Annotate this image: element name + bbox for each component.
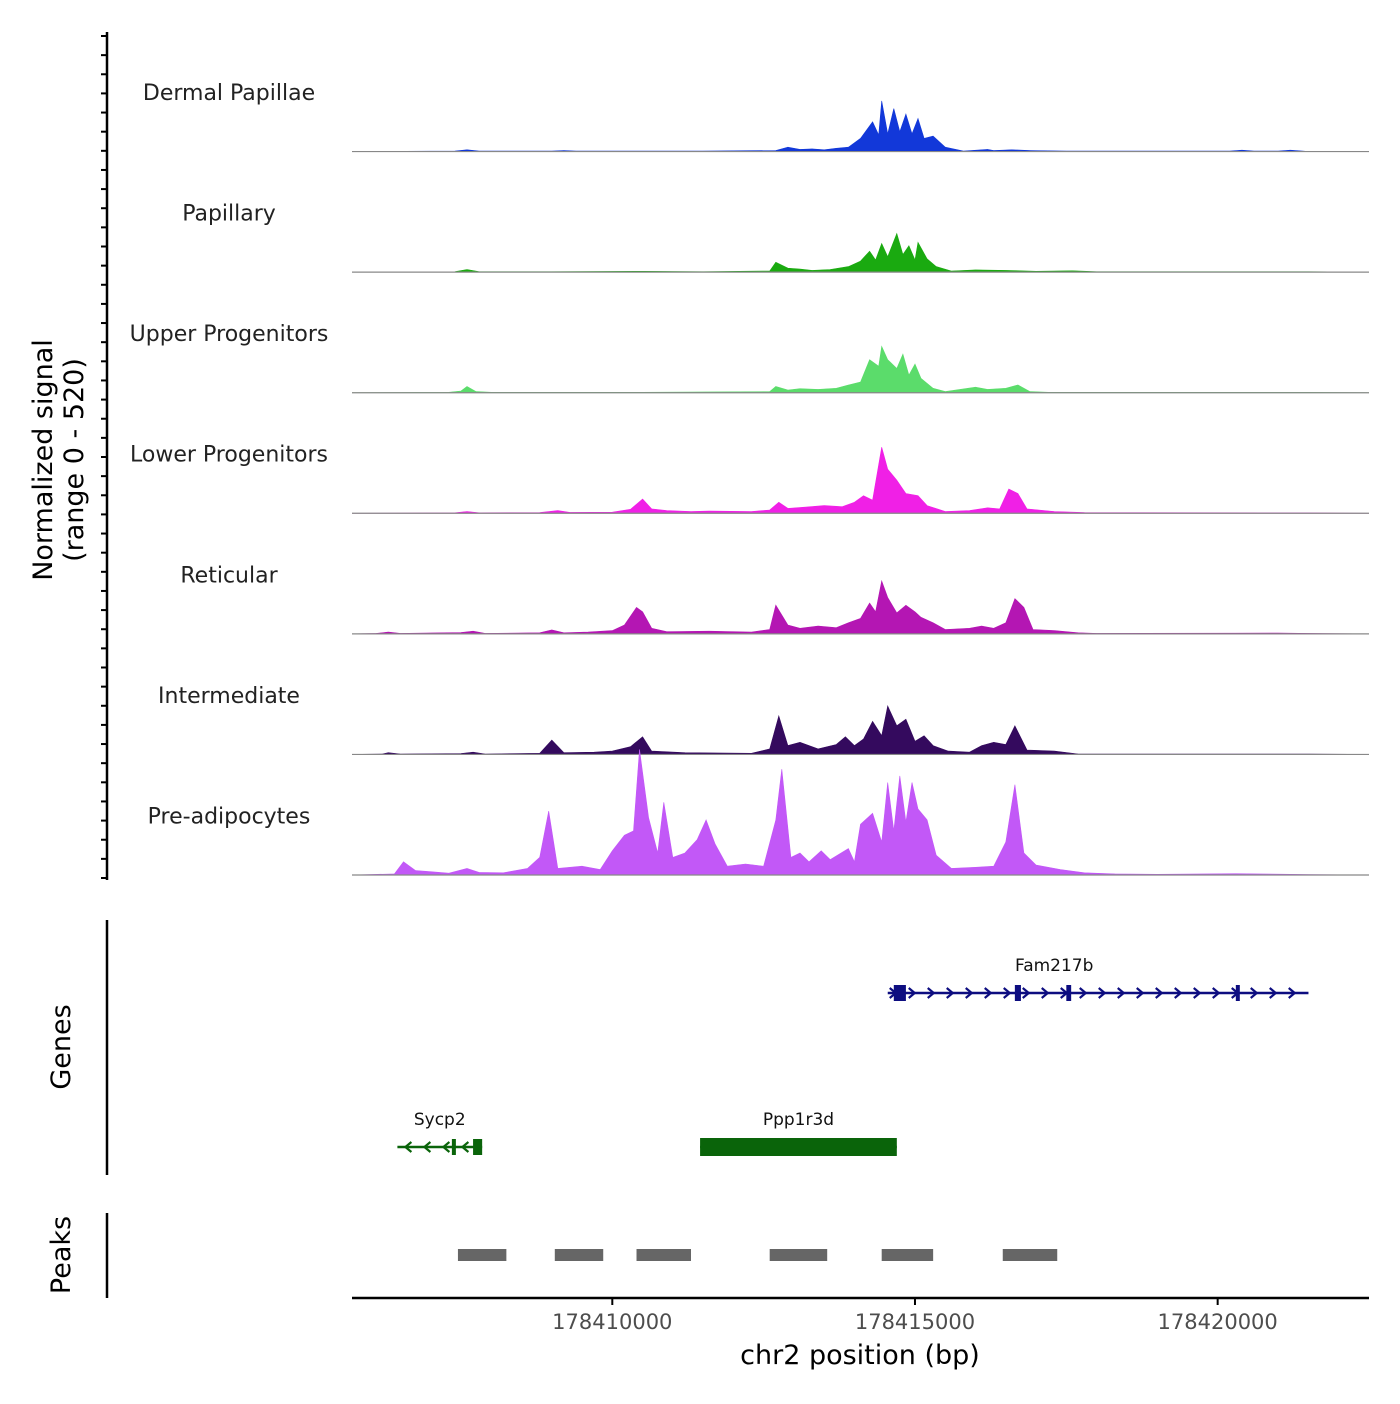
strand-arrow [422,1141,432,1153]
coverage-area-papillary [351,232,1370,273]
peaks-track-label: Peaks [46,1216,77,1294]
strand-arrow [946,987,955,999]
peak [881,1249,934,1261]
track-reticular: Reticular [180,563,1370,635]
strand-arrow [441,1141,451,1153]
strand-arrow [1193,987,1202,999]
track-lower-progenitors: Lower Progenitors [130,443,1370,514]
coverage-tracks: Dermal Papillae Papillary Upper Progenitor… [130,81,1370,876]
peak [554,1249,604,1261]
coverage-y-label-line2: (range 0 - 520) [59,358,90,562]
track-pre-adipocytes: Pre-adipocytes [148,749,1370,876]
peak [1002,1249,1058,1261]
gene-label-sycp2: Sycp2 [414,1110,466,1130]
strand-arrow [927,987,936,999]
strand-arrow [908,987,917,999]
coverage-area-pre-adipocytes [351,749,1370,876]
gene-exon [1066,985,1072,1001]
x-tick-label: 178420000 [1158,1310,1278,1334]
strand-arrow [403,1141,413,1153]
track-label-lower-progenitors: Lower Progenitors [130,443,328,468]
gene-exon [451,1139,456,1155]
strand-arrow [1212,987,1221,999]
gene-fam217b: Fam217b [887,956,1309,1001]
strand-arrow [460,1141,470,1153]
gene-exon [700,1138,897,1156]
track-label-reticular: Reticular [180,563,278,588]
peak-track [457,1249,1058,1261]
coverage-area-dermal-papillae [351,100,1369,152]
gene-exon [1235,985,1240,1001]
track-intermediate: Intermediate [158,684,1370,756]
peak [457,1249,507,1261]
coverage-area-upper-progenitors [351,345,1370,393]
strand-arrow [1250,987,1259,999]
genes-track-label: Genes [46,1004,77,1089]
peak [769,1249,828,1261]
gene-label-ppp1r3d: Ppp1r3d [763,1110,834,1130]
track-label-upper-progenitors: Upper Progenitors [130,322,329,347]
strand-arrow [1155,987,1164,999]
gene-ppp1r3d: Ppp1r3d [700,1110,897,1156]
gene-exon [473,1139,483,1155]
strand-arrow [1098,987,1107,999]
coverage-area-reticular [351,579,1370,635]
strand-arrow [1136,987,1145,999]
strand-arrow [1079,987,1088,999]
strand-arrow [1117,987,1126,999]
track-papillary: Papillary [182,202,1370,273]
strand-arrow [965,987,974,999]
gene-exon [893,985,906,1001]
strand-arrow [1022,987,1031,999]
track-label-papillary: Papillary [182,202,276,227]
track-dermal-papillae: Dermal Papillae [143,81,1369,153]
strand-arrow [1269,987,1278,999]
track-label-dermal-papillae: Dermal Papillae [143,81,315,106]
x-axis-ticks: 178410000 178415000 178420000 [552,1298,1278,1334]
peak [636,1249,691,1261]
track-label-intermediate: Intermediate [158,684,300,709]
gene-label-fam217b: Fam217b [1015,956,1093,976]
strand-arrow [984,987,993,999]
strand-arrow [1041,987,1050,999]
gene-sycp2: Sycp2 [397,1110,483,1155]
x-tick-label: 178410000 [552,1310,672,1334]
coverage-area-intermediate [351,705,1370,755]
x-axis-label: chr2 position (bp) [740,1340,980,1371]
track-upper-progenitors: Upper Progenitors [130,322,1370,394]
x-tick-label: 178415000 [855,1310,975,1334]
strand-arrow [1288,987,1297,999]
track-label-pre-adipocytes: Pre-adipocytes [148,804,311,829]
gene-exon [1014,985,1021,1001]
coverage-area-lower-progenitors [351,447,1370,514]
gene-annotation-track: Fam217b Sycp2 Ppp1r3d [397,956,1309,1156]
coverage-y-label-line1: Normalized signal [28,339,59,581]
strand-arrow [1003,987,1012,999]
coverage-y-axis [101,32,109,880]
strand-arrow [1174,987,1183,999]
